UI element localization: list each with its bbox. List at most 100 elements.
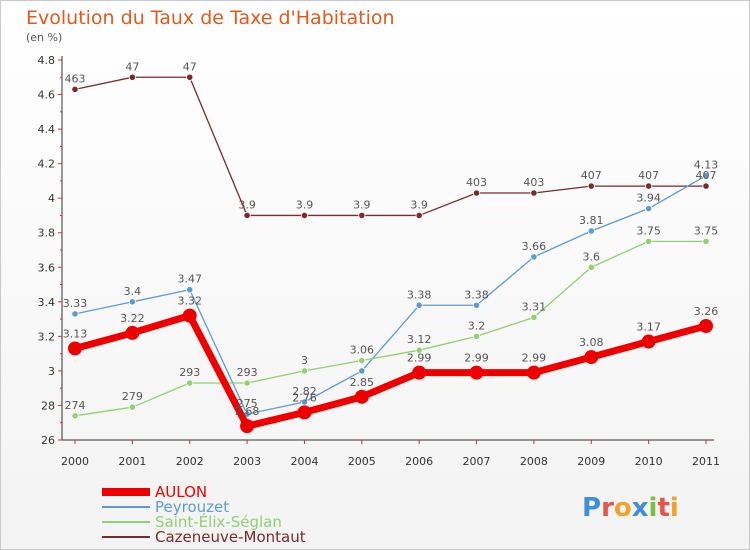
data-label-aulon: 2.85: [350, 376, 375, 389]
data-label-peyrouzet: 3.66: [522, 240, 547, 253]
y-tick-label: 28: [41, 399, 55, 412]
chart-subtitle: (en %): [26, 31, 62, 44]
data-label-cazeneuve-montaut: 407: [638, 169, 659, 182]
legend: AULONPeyrouzetSaint-Élix-SéglanCazeneuve…: [102, 483, 306, 546]
data-label-peyrouzet: 3.94: [636, 192, 661, 205]
data-label-cazeneuve-montaut: 47: [125, 60, 139, 73]
data-label-cazeneuve-montaut: 407: [696, 169, 717, 182]
x-tick-label: 2011: [692, 455, 720, 468]
data-label-aulon: 2.76: [292, 391, 317, 404]
data-label-aulon: 3.13: [63, 327, 88, 340]
data-point-peyrouzet: [71, 310, 79, 318]
data-point-saint-elix-seglan: [300, 367, 309, 375]
data-point-saint-elix-seglan: [243, 379, 251, 387]
data-label-peyrouzet: 275: [237, 397, 258, 410]
data-label-cazeneuve-montaut: 47: [183, 60, 197, 73]
data-point-saint-elix-seglan: [128, 403, 136, 411]
data-point-aulon: [297, 405, 312, 420]
data-label-peyrouzet: 3.38: [464, 288, 489, 301]
proxiti-logo: Proxiti: [582, 493, 679, 523]
data-label-cazeneuve-montaut: 403: [523, 176, 544, 189]
y-tick-label: 3.8: [38, 227, 56, 240]
data-point-cazeneuve-montaut: [358, 211, 366, 220]
data-label-saint-elix-seglan: 274: [65, 399, 86, 412]
data-label-saint-elix-seglan: 293: [237, 366, 258, 379]
data-point-saint-elix-seglan: [358, 356, 366, 365]
x-tick-label: 2003: [233, 455, 261, 468]
data-point-cazeneuve-montaut: [186, 73, 194, 81]
data-point-cazeneuve-montaut: [128, 73, 136, 81]
data-point-peyrouzet: [587, 227, 595, 235]
data-label-cazeneuve-montaut: 3.9: [410, 198, 428, 211]
x-tick-label: 2010: [635, 455, 663, 468]
x-tick-label: 2006: [405, 455, 433, 468]
data-label-cazeneuve-montaut: 3.9: [238, 198, 256, 211]
data-label-saint-elix-seglan: 3: [301, 354, 308, 367]
data-point-cazeneuve-montaut: [300, 211, 309, 220]
data-point-cazeneuve-montaut: [71, 85, 79, 93]
data-label-saint-elix-seglan: 279: [122, 390, 143, 403]
data-point-cazeneuve-montaut: [530, 189, 538, 197]
data-label-aulon: 2.99: [407, 352, 432, 365]
data-point-cazeneuve-montaut: [472, 189, 481, 197]
data-label-aulon: 2.99: [522, 352, 547, 365]
x-tick-label: 2001: [118, 455, 146, 468]
data-point-aulon: [469, 365, 484, 380]
data-label-saint-elix-seglan: 3.12: [407, 333, 432, 346]
data-point-saint-elix-seglan: [415, 346, 423, 354]
data-point-cazeneuve-montaut: [415, 211, 423, 220]
y-tick-label: 3.4: [38, 296, 56, 309]
data-label-aulon: 3.08: [579, 336, 604, 349]
data-point-cazeneuve-montaut: [243, 211, 251, 220]
data-label-peyrouzet: 2.82: [292, 385, 317, 398]
data-label-aulon: 3.26: [694, 305, 719, 318]
data-point-cazeneuve-montaut: [702, 182, 710, 190]
data-point-peyrouzet: [645, 204, 653, 213]
y-tick-label: 4.6: [38, 89, 56, 102]
x-tick-label: 2007: [463, 455, 491, 468]
series-line-cazeneuve-montaut: [74, 76, 707, 217]
data-point-peyrouzet: [358, 367, 366, 375]
series-line-peyrouzet: [74, 175, 707, 415]
x-tick-label: 2002: [176, 455, 204, 468]
data-label-aulon: 3.22: [120, 312, 145, 325]
y-tick-label: 3: [48, 365, 55, 378]
legend-label: Saint-Élix-Séglan: [155, 512, 282, 531]
x-tick-label: 2000: [61, 455, 89, 468]
data-point-peyrouzet: [472, 301, 481, 309]
series-layer: [68, 73, 713, 434]
data-point-aulon: [68, 341, 82, 356]
series-line-saint-elix-seglan: [74, 240, 707, 417]
data-label-saint-elix-seglan: 3.75: [694, 224, 719, 237]
data-label-aulon: 2.68: [235, 405, 260, 418]
data-labels: 463 47 47 3.9 3.9 3.9 3.9 403 403 407 407 407 3.33 3.…: [63, 60, 719, 418]
x-tick-label: 2009: [577, 455, 605, 468]
data-point-saint-elix-seglan: [645, 237, 653, 245]
data-label-peyrouzet: 3.47: [177, 273, 202, 286]
data-label-aulon: 3.17: [636, 321, 661, 334]
chart-title: Evolution du Taux de Taxe d'Habitation: [26, 7, 395, 29]
series-line-aulon: [71, 312, 710, 430]
data-label-peyrouzet: 4.13: [694, 159, 719, 172]
data-point-peyrouzet: [128, 298, 136, 306]
data-point-saint-elix-seglan: [71, 412, 79, 420]
data-label-aulon: 2.99: [464, 352, 489, 365]
data-label-saint-elix-seglan: 3.75: [636, 224, 661, 237]
y-tick-label: 4.2: [38, 158, 56, 171]
x-tick-label: 2004: [290, 455, 318, 468]
data-point-saint-elix-seglan: [472, 332, 481, 340]
axes: 26 28 3 3.2 3.4 3.6 3.8 4 4.2 4.4 4.6 4.8 2000 2001 20…: [38, 54, 721, 468]
x-tick-label: 2005: [348, 455, 376, 468]
data-label-saint-elix-seglan: 3.31: [522, 300, 547, 313]
y-tick-label: 4.8: [38, 54, 56, 67]
data-label-peyrouzet: 3.4: [124, 285, 142, 298]
data-point-cazeneuve-montaut: [587, 182, 595, 190]
logo-text: Proxiti: [582, 493, 679, 523]
data-point-peyrouzet: [530, 253, 538, 261]
data-point-aulon: [641, 334, 656, 349]
legend-label: Cazeneuve-Montaut: [155, 528, 306, 546]
data-point-peyrouzet: [186, 286, 194, 294]
data-label-peyrouzet: 3.33: [63, 297, 88, 310]
legend-label: AULON: [155, 483, 207, 501]
